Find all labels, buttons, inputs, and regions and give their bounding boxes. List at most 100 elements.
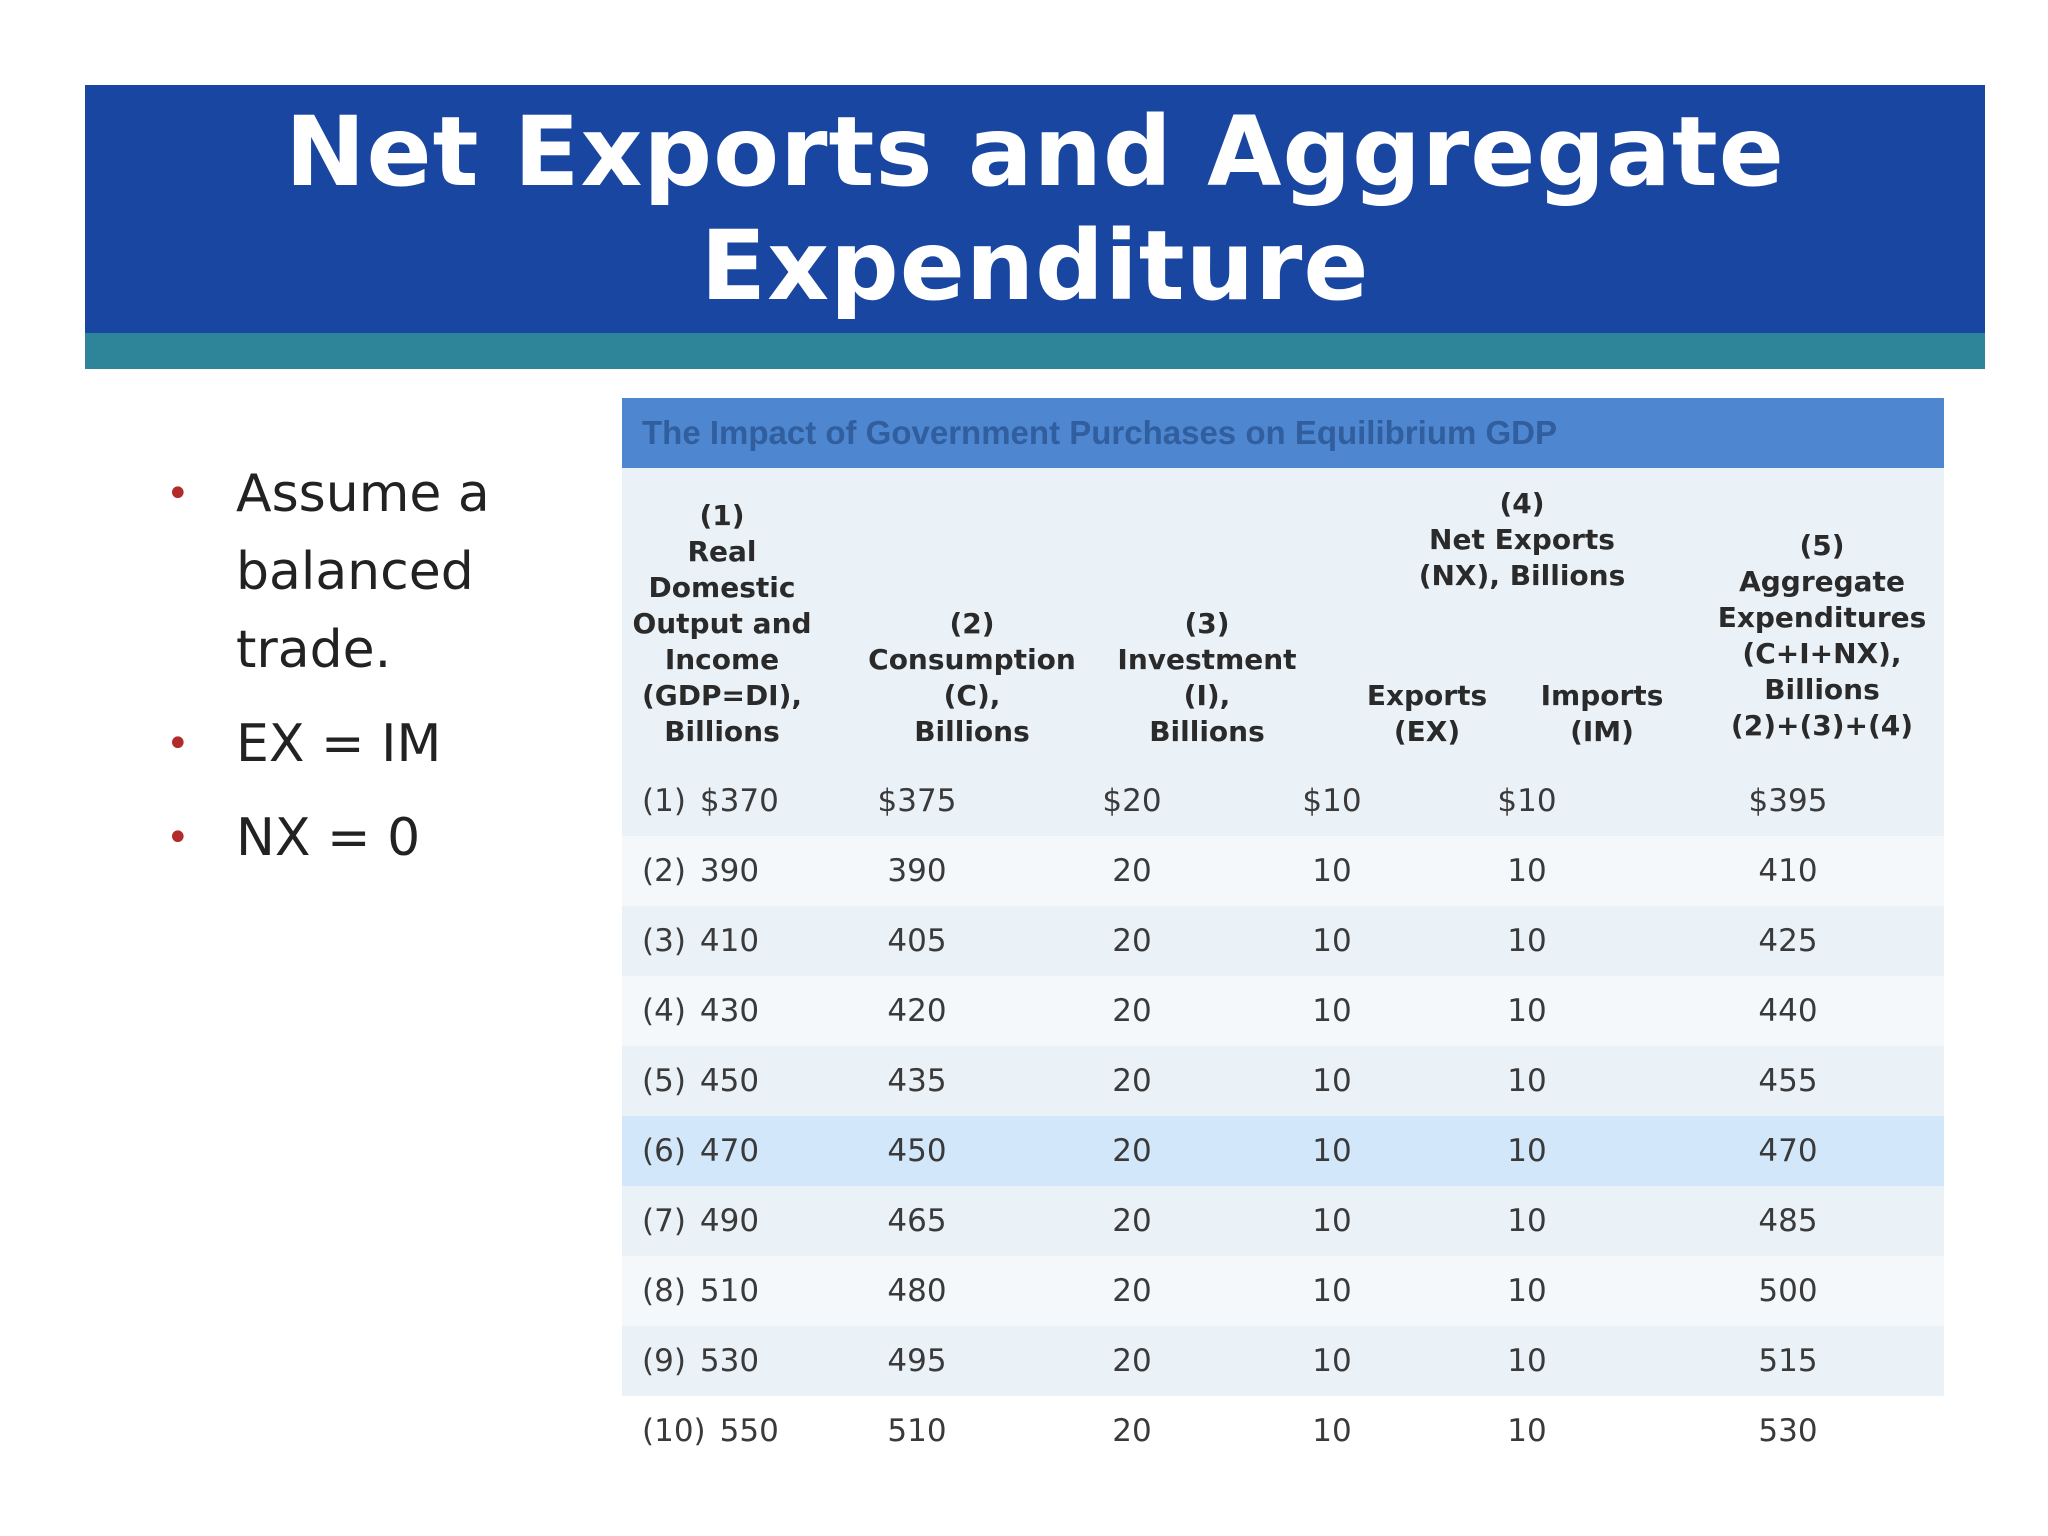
title-underline-stripe (85, 333, 1985, 369)
cell-aggregate-expenditure: 425 (1758, 923, 1818, 959)
cell-exports: 10 (1312, 853, 1352, 889)
cell-imports: 10 (1507, 1133, 1547, 1169)
bullet-item: • Assume a balanced trade. (160, 455, 540, 689)
cell-investment: 20 (1112, 923, 1152, 959)
row-label-and-gdp: (2) 390 (642, 836, 792, 906)
table-caption: The Impact of Government Purchases on Eq… (622, 398, 1944, 468)
slide-title: Net Exports and Aggregate Expenditure (285, 96, 1785, 322)
table-row: (3) 410 405 20 10 10 425 (622, 906, 1944, 976)
cell-exports: 10 (1312, 923, 1352, 959)
cell-consumption: 510 (887, 1413, 947, 1449)
cell-consumption: 465 (887, 1203, 947, 1239)
slide-title-bar: Net Exports and Aggregate Expenditure (85, 85, 1985, 333)
row-label: (6) (642, 1133, 686, 1169)
cell-gdp: 430 (699, 993, 760, 1029)
cell-gdp: 490 (699, 1203, 760, 1239)
cell-exports: 10 (1312, 1203, 1352, 1239)
row-label: (10) (642, 1413, 706, 1449)
table-row: (2) 390 390 20 10 10 410 (622, 836, 1944, 906)
cell-exports: 10 (1312, 1133, 1352, 1169)
cell-gdp: $370 (699, 783, 779, 819)
cell-gdp: 510 (699, 1273, 760, 1309)
cell-imports: 10 (1507, 993, 1547, 1029)
row-label: (1) (642, 783, 686, 819)
table-row: (8) 510 480 20 10 10 500 (622, 1256, 1944, 1326)
cell-exports: 10 (1312, 1343, 1352, 1379)
bullet-dot-icon: • (166, 815, 190, 861)
cell-aggregate-expenditure: 440 (1758, 993, 1818, 1029)
bullet-text: EX = IM (236, 714, 442, 774)
cell-exports: 10 (1312, 1413, 1352, 1449)
row-label: (2) (642, 853, 686, 889)
header-imports: Imports (IM) (1540, 679, 1664, 748)
cell-aggregate-expenditure: 515 (1758, 1343, 1818, 1379)
cell-investment: 20 (1112, 993, 1152, 1029)
cell-consumption: 495 (887, 1343, 947, 1379)
header-exports: Exports (EX) (1366, 679, 1488, 748)
bullet-item: • NX = 0 (160, 799, 540, 877)
header-investment: (3) Investment (I), Billions (1117, 607, 1297, 748)
cell-aggregate-expenditure: 455 (1758, 1063, 1818, 1099)
table-row: (5) 450 435 20 10 10 455 (622, 1046, 1944, 1116)
cell-investment: 20 (1112, 1063, 1152, 1099)
cell-imports: 10 (1507, 1203, 1547, 1239)
cell-imports: 10 (1507, 1343, 1547, 1379)
bullet-list: • Assume a balanced trade. • EX = IM • NX =… (160, 455, 540, 893)
cell-gdp: 410 (699, 923, 760, 959)
header-net-exports: (4) Net Exports (NX), Billions (1418, 487, 1626, 592)
cell-exports: 10 (1312, 1063, 1352, 1099)
cell-aggregate-expenditure: 500 (1758, 1273, 1818, 1309)
cell-investment: 20 (1112, 1273, 1152, 1309)
cell-investment: 20 (1112, 1203, 1152, 1239)
cell-consumption: 405 (887, 923, 947, 959)
row-label-and-gdp: (6) 470 (642, 1116, 792, 1186)
bullet-item: • EX = IM (160, 705, 540, 783)
row-label-and-gdp: (8) 510 (642, 1256, 792, 1326)
row-label-and-gdp: (5) 450 (642, 1046, 792, 1116)
header-aggregate-expenditures: (5) Aggregate Expenditures (C+I+NX), Bil… (1717, 529, 1927, 742)
cell-investment: 20 (1112, 1413, 1152, 1449)
row-label-and-gdp: (9) 530 (642, 1326, 792, 1396)
cell-consumption: 420 (887, 993, 947, 1029)
bullet-text: NX = 0 (236, 808, 421, 868)
cell-imports: 10 (1507, 1413, 1547, 1449)
cell-gdp: 550 (719, 1413, 779, 1449)
gdp-table: The Impact of Government Purchases on Eq… (622, 398, 1944, 1466)
cell-imports: 10 (1507, 853, 1547, 889)
cell-gdp: 470 (699, 1133, 760, 1169)
cell-consumption: 435 (887, 1063, 947, 1099)
table-row: (4) 430 420 20 10 10 440 (622, 976, 1944, 1046)
row-label-and-gdp: (7) 490 (642, 1186, 792, 1256)
row-label-and-gdp: (1) $370 (642, 766, 792, 836)
bullet-dot-icon: • (166, 471, 190, 517)
table-row: (1) $370 $375 $20 $10 $10 $395 (622, 766, 1944, 836)
cell-aggregate-expenditure: 410 (1758, 853, 1818, 889)
row-label: (9) (642, 1343, 686, 1379)
cell-aggregate-expenditure: 470 (1758, 1133, 1818, 1169)
cell-investment: $20 (1102, 783, 1162, 819)
cell-imports: 10 (1507, 1063, 1547, 1099)
cell-gdp: 390 (699, 853, 760, 889)
row-label-and-gdp: (3) 410 (642, 906, 792, 976)
cell-imports: 10 (1507, 923, 1547, 959)
row-label: (5) (642, 1063, 686, 1099)
table-row: (9) 530 495 20 10 10 515 (622, 1326, 1944, 1396)
table-row: (6) 470 450 20 10 10 470 (622, 1116, 1944, 1186)
cell-exports: $10 (1302, 783, 1362, 819)
cell-gdp: 450 (699, 1063, 760, 1099)
cell-gdp: 530 (699, 1343, 760, 1379)
row-label-and-gdp: (4) 430 (642, 976, 792, 1046)
header-consumption: (2) Consumption (C), Billions (868, 607, 1076, 748)
cell-aggregate-expenditure: 530 (1758, 1413, 1818, 1449)
cell-consumption: 450 (887, 1133, 947, 1169)
bullet-text: Assume a balanced trade. (236, 464, 490, 680)
cell-investment: 20 (1112, 1133, 1152, 1169)
cell-exports: 10 (1312, 1273, 1352, 1309)
cell-aggregate-expenditure: $395 (1748, 783, 1828, 819)
cell-imports: 10 (1507, 1273, 1547, 1309)
row-label: (4) (642, 993, 686, 1029)
row-label-and-gdp: (10) 550 (642, 1396, 792, 1466)
row-label: (3) (642, 923, 686, 959)
cell-consumption: 390 (887, 853, 947, 889)
row-label: (8) (642, 1273, 686, 1309)
